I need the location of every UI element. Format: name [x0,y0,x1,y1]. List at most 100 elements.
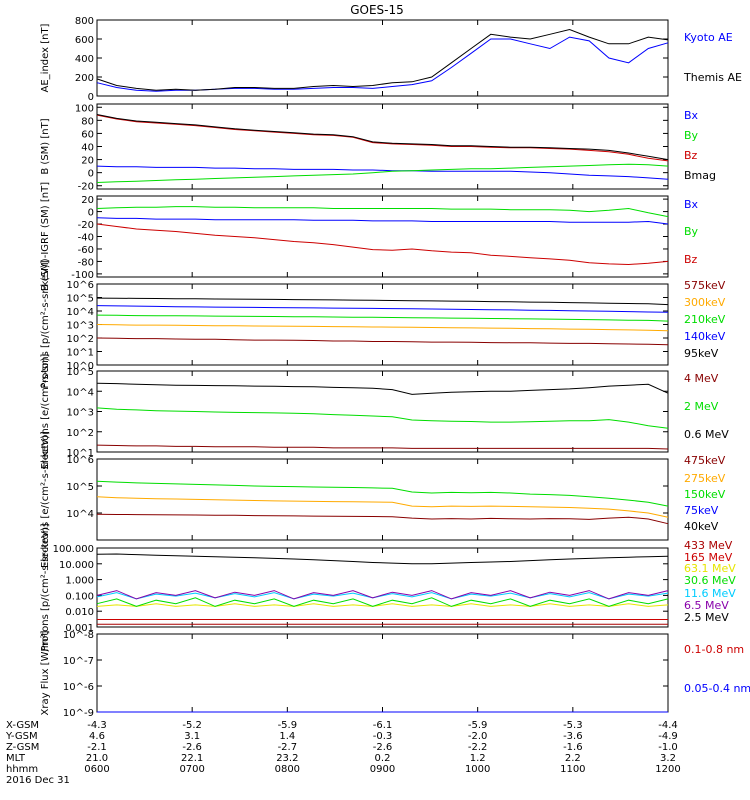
y-tick-label: 20 [81,156,94,167]
y-axis-label: Protons [p/(cm²-s-sr-keV)] [40,260,51,388]
legend-entry: Kyoto AE [684,31,733,44]
y-tick-label: 10^6 [67,280,94,291]
series-line-210kev [96,314,669,322]
footer-value: 1000 [465,764,490,775]
legend-entry: 2 MeV [684,400,719,413]
legend-entry: Bx [684,109,699,122]
footer-value: -1.6 [563,742,583,753]
panel-electrons2: 10^6 10^5 10^4 Electrons [e/(cm²-s-sr-keV)]… [40,431,726,568]
footer-value: 3.1 [184,731,200,742]
y-tick-label: -60 [78,245,94,256]
series-line-by [96,163,669,183]
y-tick-label: 10^-9 [63,708,94,719]
y-tick-label: 10^-7 [63,656,94,667]
series-line-63-1-mev [96,603,669,607]
panel-xray: 10^-8 10^-7 10^-6 10^-9 Xray Flux [W/m²] 0.1-… [40,630,750,719]
y-tick-label: -80 [78,257,94,268]
panel-frame [96,283,669,366]
y-tick-label: 800 [75,16,94,27]
footer-value: -5.9 [468,720,488,731]
y-axis-label: Electrons [e/(cm²-s-sr)] [40,354,51,470]
y-tick-label: 10^3 [67,408,94,419]
footer-value: -0.3 [373,731,393,742]
y-tick-label: 0 [88,208,94,219]
legend-entry: 165 MeV [684,551,733,564]
y-tick-label: 10.000 [59,560,94,571]
footer-row-label: MLT [6,753,26,764]
footer-value: -2.6 [373,742,393,753]
footer-value: 0800 [275,764,300,775]
y-tick-label: 10^2 [67,428,94,439]
series-line-275kev [96,496,669,518]
y-tick-label: 10^4 [67,509,94,520]
series-line-by [96,206,669,218]
series-line-150kev [96,480,669,507]
footer-value: -2.0 [468,731,488,742]
legend-entry: 40keV [684,520,719,533]
series-line-bx [96,217,669,225]
y-tick-label: 10^2 [67,334,94,345]
y-tick-label: 0 [88,92,94,103]
footer-value: -4.3 [87,720,107,731]
series-line-bz [96,223,669,266]
series-line-30-6-mev [96,597,669,607]
panel-frame [96,103,669,190]
y-tick-label: 0.100 [65,591,94,602]
footer-value: 0900 [370,764,395,775]
y-tick-label: 10^1 [67,448,94,459]
y-tick-label: 10^5 [67,482,94,493]
y-axis-label: Xray Flux [W/m²] [40,630,51,715]
footer-value: 0700 [179,764,204,775]
legend-entry: Bz [684,253,698,266]
footer-value: 3.2 [660,753,676,764]
legend-entry: Bz [684,149,698,162]
series-line-575kev [96,337,669,346]
footer-value: -4.4 [658,720,678,731]
y-tick-label: 10^5 [67,294,94,305]
footer-value: 1.4 [279,731,295,742]
footer-value: -4.9 [658,731,678,742]
y-tick-label: 600 [75,35,94,46]
legend-entry: 0.05-0.4 nm [684,682,750,695]
series-line-140kev [96,305,669,313]
y-tick-label: 10^3 [67,321,94,332]
legend-entry: Bmag [684,169,716,182]
legend-entry: 300keV [684,296,726,309]
y-tick-label: 20 [81,195,94,206]
y-axis-label: AE_index [nT] [40,23,51,92]
series-line-kyoto-ae [96,36,669,92]
y-tick-label: 10^4 [67,387,94,398]
legend-entry: 575keV [684,279,726,292]
footer-value: 2.2 [565,753,581,764]
footer-date: 2016 Dec 31 [6,775,70,786]
legend-entry: 63.1 MeV [684,562,736,575]
y-tick-label: 100 [75,103,94,114]
y-axis-label: B (SM) [nT] [40,118,51,174]
legend-entry: 433 MeV [684,539,733,552]
y-tick-label: 100.000 [53,544,94,555]
series-line-11-6-mev [96,592,669,600]
series-line-0-6-mev [96,382,669,395]
footer-value: 0600 [84,764,109,775]
footer-value: 22.1 [181,753,203,764]
legend-entry: 6.5 MeV [684,599,729,612]
legend-entry: 11.6 MeV [684,587,736,600]
y-tick-label: 1.000 [65,576,94,587]
y-tick-label: 0.001 [65,623,94,634]
footer-value: -2.7 [278,742,298,753]
y-axis-label: Electrons [e/(cm²-s-sr-keV)] [40,431,51,568]
y-tick-label: 10^6 [67,455,94,466]
y-tick-label: 10^5 [67,367,94,378]
legend-entry: 0.6 MeV [684,428,729,441]
legend-entry: Themis AE [683,71,742,84]
footer-ephemeris: X-GSM -4.3 -5.2 -5.9 -6.1 -5.9 -5.3 -4.4 Y-GSM 4.… [5,720,681,786]
footer-value: -5.3 [563,720,583,731]
footer-row-label: Y-GSM [5,731,38,742]
legend-entry: 4 MeV [684,372,719,385]
series-line-4-mev [96,444,669,450]
footer-value: -5.2 [182,720,202,731]
legend-entry: 475keV [684,454,726,467]
